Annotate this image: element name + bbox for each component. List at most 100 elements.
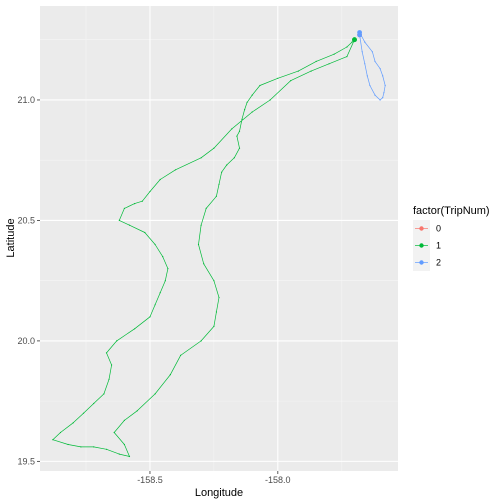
legend-key-point-0: [419, 226, 424, 231]
series-1-point-26: [134, 328, 136, 330]
series-1-point-58: [205, 207, 207, 209]
series-1-point-43: [123, 443, 125, 446]
series-1-point-50: [200, 340, 202, 342]
series-1-point-24: [154, 304, 156, 306]
legend-item-0: 0: [413, 220, 441, 237]
series-1-point-54: [213, 280, 215, 282]
y-axis-title: Latitude: [5, 218, 17, 257]
x-tick-label-0: -158.5: [137, 475, 163, 485]
series-1-point-29: [111, 364, 113, 366]
series-2-point-8: [382, 97, 384, 99]
series-2-point-1: [364, 41, 366, 43]
series-1-point-15: [123, 207, 125, 209]
series-1-point-74: [315, 60, 317, 63]
series-2-point-6: [384, 84, 386, 87]
series-2-point-12: [366, 75, 368, 77]
series-1-point-48: [169, 374, 171, 376]
series-1-point-23: [159, 292, 161, 294]
series-1-point-13: [141, 200, 143, 202]
series-1-point-61: [221, 171, 223, 173]
series-1-point-36: [52, 439, 54, 441]
series-2-point-11: [369, 84, 371, 87]
series-1-point-59: [215, 195, 217, 197]
series-1-point-10: [174, 169, 177, 171]
series-1-point-49: [180, 354, 182, 356]
series-1-point-67: [241, 118, 243, 120]
series-1-point-9: [200, 157, 202, 159]
series-1-point-56: [197, 243, 200, 246]
series-1-point-75: [333, 53, 335, 55]
series-2-point-4: [379, 68, 381, 70]
series-1-point-52: [215, 311, 217, 313]
series-1-point-45: [123, 419, 125, 421]
series-1-point-18: [144, 231, 146, 234]
series-1-point-27: [116, 340, 118, 342]
legend-label-0: 0: [436, 224, 441, 234]
series-layer: [52, 30, 386, 458]
series-2-point-15: [357, 32, 362, 38]
series-1-point-22: [164, 280, 166, 282]
series-1-point-41: [118, 453, 120, 455]
legend-key-point-2: [419, 260, 424, 265]
legend-item-2: 2: [413, 254, 441, 271]
series-1-point-77: [351, 41, 353, 43]
legend: factor(TripNum) 0 1 2: [413, 205, 490, 271]
series-1-point-64: [238, 147, 241, 149]
series-1-point-42: [128, 455, 131, 458]
y-tick-label-0: 19.5: [17, 456, 35, 466]
series-1-point-6: [251, 111, 253, 113]
series-2-point-5: [382, 75, 384, 77]
series-1-point-14: [134, 203, 136, 205]
series-1-point-31: [103, 393, 105, 395]
series-2-point-14: [361, 51, 363, 53]
series-1-point-19: [154, 243, 156, 246]
series-1-point-68: [244, 109, 246, 111]
series-1-point-17: [128, 224, 131, 226]
series-1-point-5: [269, 99, 271, 101]
series-1-point-57: [200, 224, 202, 226]
axis-layer: -158.5 -158.0 19.5 20.0 20.5 21.0: [17, 95, 290, 485]
series-2-point-9: [379, 99, 381, 101]
series-1-point-34: [72, 422, 74, 424]
legend-key-point-1: [419, 243, 424, 248]
series-1-point-16: [118, 219, 120, 221]
minor-grid: [40, 6, 398, 471]
series-1-point-63: [233, 157, 235, 159]
series-2-point-10: [374, 94, 376, 96]
legend-label-1: 1: [436, 241, 441, 251]
series-1-point-44: [113, 431, 115, 434]
series-1-point-3: [310, 70, 312, 72]
series-1-point-39: [93, 446, 95, 448]
series-1-point-11: [159, 178, 161, 181]
x-tick-label-1: -158.0: [265, 475, 291, 485]
series-1-point-25: [149, 316, 151, 318]
series-1-point-70: [251, 94, 253, 96]
legend-title: factor(TripNum): [413, 205, 490, 217]
series-1-point-60: [218, 183, 220, 185]
series-2-point-13: [364, 63, 366, 65]
series-1-point-33: [82, 412, 85, 414]
series-1-point-30: [108, 378, 110, 380]
series-1-point-37: [67, 443, 69, 446]
series-1-point-76: [346, 46, 348, 48]
y-tick-label-1: 20.0: [17, 336, 35, 346]
series-1-point-78: [352, 37, 357, 43]
series-1-point-65: [236, 135, 238, 137]
series-1-point-28: [105, 352, 108, 354]
series-2-point-2: [371, 51, 373, 53]
series-1-point-51: [213, 325, 215, 327]
x-axis-title: Longitude: [195, 487, 243, 499]
series-1-point-35: [59, 431, 62, 434]
series-1-point-40: [105, 448, 108, 450]
series-1-point-7: [231, 128, 233, 130]
series-1-point-47: [154, 393, 156, 395]
series-1-point-46: [136, 410, 138, 412]
legend-item-1: 1: [413, 237, 441, 254]
series-1-point-2: [328, 63, 330, 65]
y-tick-label-2: 20.5: [17, 215, 35, 225]
series-1-point-69: [246, 101, 248, 103]
series-1-point-20: [162, 256, 164, 258]
y-tick-label-3: 21.0: [17, 95, 35, 105]
series-1-point-32: [93, 402, 95, 405]
